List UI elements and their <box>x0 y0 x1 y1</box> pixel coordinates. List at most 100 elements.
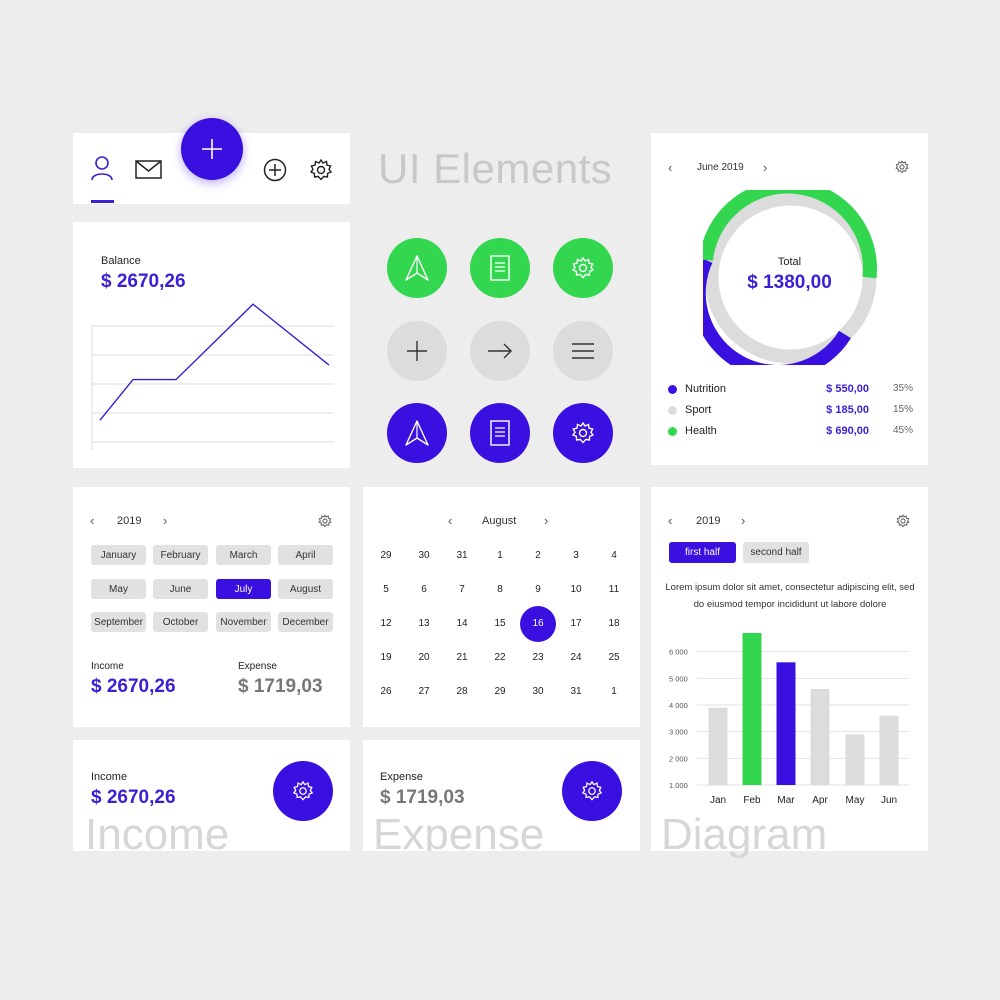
user-icon[interactable] <box>90 155 114 181</box>
month-button[interactable]: June <box>153 579 208 599</box>
settings-button-green[interactable] <box>553 238 613 298</box>
tab-second-half[interactable]: second half <box>743 542 809 563</box>
month-button[interactable]: January <box>91 545 146 565</box>
bar-mar[interactable] <box>776 662 796 785</box>
chevron-right-icon[interactable]: › <box>544 513 549 528</box>
calendar-day[interactable]: 2 <box>535 550 541 561</box>
gear-icon[interactable] <box>895 160 909 174</box>
month-button[interactable]: October <box>153 612 208 632</box>
month-button[interactable]: December <box>278 612 333 632</box>
document-button-blue[interactable] <box>470 403 530 463</box>
navigation-icon <box>405 255 429 281</box>
mail-icon[interactable] <box>135 160 162 179</box>
legend-amount: $ 550,00 <box>826 383 869 395</box>
calendar-day[interactable]: 12 <box>380 618 392 629</box>
calendar-day[interactable]: 22 <box>494 652 506 663</box>
y-tick-label: 1.000 <box>669 781 688 790</box>
document-button-green[interactable] <box>470 238 530 298</box>
calendar-day[interactable]: 26 <box>380 686 392 697</box>
calendar-day[interactable]: 20 <box>418 652 430 663</box>
calendar-day[interactable]: 10 <box>570 584 582 595</box>
x-tick-label: May <box>846 795 865 806</box>
month-button[interactable]: April <box>278 545 333 565</box>
bar-jan[interactable] <box>708 707 728 785</box>
document-icon <box>490 255 510 281</box>
month-button[interactable]: February <box>153 545 208 565</box>
menu-button-gray[interactable] <box>553 321 613 381</box>
month-button[interactable]: March <box>216 545 271 565</box>
chevron-right-icon[interactable]: › <box>163 513 168 528</box>
calendar-day[interactable]: 29 <box>494 686 506 697</box>
month-button-selected[interactable]: July <box>216 579 271 599</box>
chevron-left-icon[interactable]: ‹ <box>668 513 673 528</box>
calendar-day[interactable]: 17 <box>570 618 582 629</box>
calendar-day[interactable]: 27 <box>418 686 430 697</box>
plus-circle-icon[interactable] <box>263 158 287 182</box>
calendar-day[interactable]: 3 <box>573 550 579 561</box>
arrow-right-button-gray[interactable] <box>470 321 530 381</box>
calendar-day[interactable]: 4 <box>611 550 617 561</box>
month-button[interactable]: November <box>216 612 271 632</box>
calendar-day[interactable]: 18 <box>608 618 620 629</box>
expense-label: Expense <box>380 771 423 783</box>
legend-amount: $ 690,00 <box>826 425 869 437</box>
chevron-left-icon[interactable]: ‹ <box>90 513 95 528</box>
bar-jun[interactable] <box>879 715 899 785</box>
calendar-day[interactable]: 31 <box>570 686 582 697</box>
tab-first-half[interactable]: first half <box>669 542 736 563</box>
chevron-right-icon[interactable]: › <box>741 513 746 528</box>
calendar-day[interactable]: 1 <box>611 686 617 697</box>
chevron-left-icon[interactable]: ‹ <box>448 513 453 528</box>
menu-icon <box>572 343 594 359</box>
gear-icon[interactable] <box>896 514 910 528</box>
calendar-day[interactable]: 31 <box>456 550 468 561</box>
expense-label: Expense <box>238 661 277 672</box>
month-button[interactable]: May <box>91 579 146 599</box>
expense-settings-button[interactable] <box>562 761 622 821</box>
income-settings-button[interactable] <box>273 761 333 821</box>
expense-card: Expense $ 1719,03 Expense <box>363 740 640 851</box>
legend-name: Sport <box>685 404 712 416</box>
calendar-day[interactable]: 5 <box>383 584 389 595</box>
calendar-day-selected[interactable]: 16 <box>532 618 544 629</box>
calendar-day[interactable]: 11 <box>608 584 620 595</box>
add-button[interactable] <box>181 118 243 180</box>
calendar-day[interactable]: 14 <box>456 618 468 629</box>
calendar-day[interactable]: 21 <box>456 652 468 663</box>
calendar-day[interactable]: 29 <box>380 550 392 561</box>
calendar-day[interactable]: 6 <box>421 584 427 595</box>
month-button[interactable]: September <box>91 612 146 632</box>
calendar-day[interactable]: 23 <box>532 652 544 663</box>
calendar-day[interactable]: 25 <box>608 652 620 663</box>
calendar-day[interactable]: 30 <box>532 686 544 697</box>
diagram-watermark: Diagram <box>661 810 828 859</box>
calendar-day[interactable]: 28 <box>456 686 468 697</box>
plus-button-gray[interactable] <box>387 321 447 381</box>
active-tab-indicator <box>91 200 114 203</box>
bar-feb[interactable] <box>742 633 762 785</box>
gear-icon[interactable] <box>318 514 332 528</box>
settings-button-blue[interactable] <box>553 403 613 463</box>
gear-icon[interactable] <box>309 158 333 182</box>
chevron-left-icon[interactable]: ‹ <box>668 160 673 175</box>
bar-apr[interactable] <box>810 689 830 785</box>
chevron-right-icon[interactable]: › <box>763 160 768 175</box>
month-button[interactable]: August <box>278 579 333 599</box>
calendar-day[interactable]: 8 <box>497 584 503 595</box>
donut-segment-health <box>703 190 877 279</box>
calendar-day[interactable]: 15 <box>494 618 506 629</box>
balance-line-series <box>99 303 330 421</box>
calendar-day[interactable]: 9 <box>535 584 541 595</box>
calendar-day[interactable]: 7 <box>459 584 465 595</box>
x-tick-label: Jun <box>881 795 897 806</box>
calendar-day[interactable]: 24 <box>570 652 582 663</box>
bar-may[interactable] <box>845 734 865 785</box>
navigation-icon <box>405 420 429 446</box>
calendar-day[interactable]: 19 <box>380 652 392 663</box>
calendar-day[interactable]: 13 <box>418 618 430 629</box>
navigation-button-blue[interactable] <box>387 403 447 463</box>
navigation-button-green[interactable] <box>387 238 447 298</box>
calendar-day[interactable]: 30 <box>418 550 430 561</box>
income-watermark: Income <box>85 810 230 851</box>
calendar-day[interactable]: 1 <box>497 550 503 561</box>
